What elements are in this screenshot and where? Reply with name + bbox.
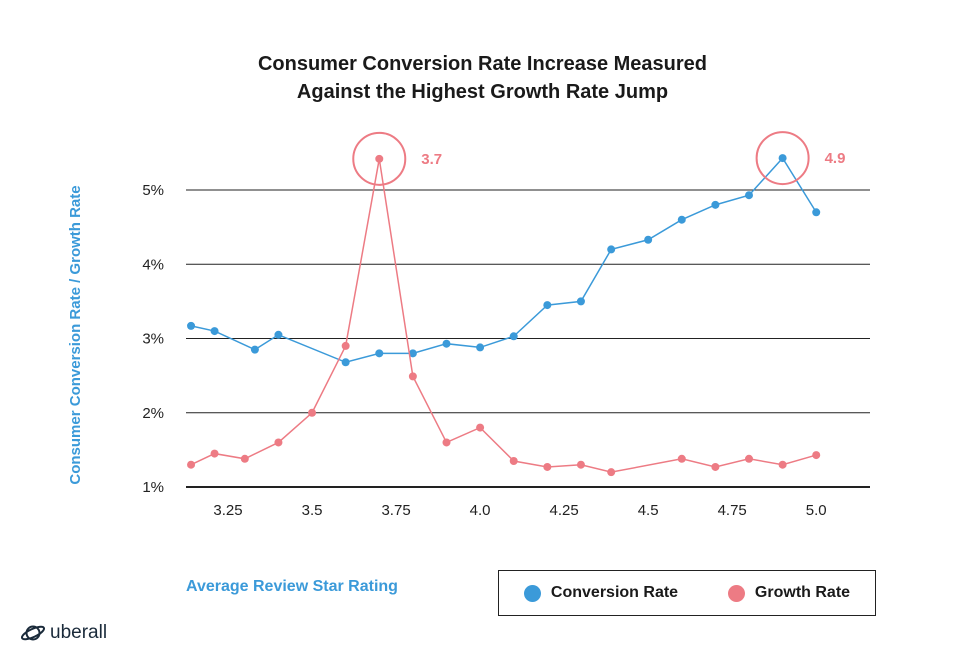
- data-point-growth-rate: [274, 438, 283, 447]
- brand-logo: uberall: [20, 622, 107, 644]
- data-point-conversion-rate: [408, 349, 417, 358]
- legend-item-conversion-rate: Conversion Rate: [523, 584, 679, 602]
- data-point-conversion-rate: [677, 215, 686, 224]
- data-point-conversion-rate: [711, 200, 720, 209]
- data-point-growth-rate: [210, 449, 219, 458]
- data-point-growth-rate: [711, 462, 720, 471]
- data-point-growth-rate: [576, 460, 585, 469]
- data-point-growth-rate: [187, 460, 196, 469]
- data-point-conversion-rate: [543, 301, 552, 310]
- brand-name: uberall: [50, 622, 108, 643]
- data-point-conversion-rate: [442, 339, 451, 348]
- legend: Conversion Rate Growth Rate: [498, 570, 876, 616]
- series-line-growth-rate: [190, 158, 817, 473]
- data-point-growth-rate: [442, 438, 451, 447]
- data-point-growth-rate: [341, 341, 350, 350]
- data-point-growth-rate: [240, 454, 249, 463]
- legend-label-conversion-rate: Conversion Rate: [550, 584, 679, 601]
- data-point-conversion-rate: [812, 208, 821, 217]
- data-point-conversion-rate: [375, 349, 384, 358]
- series-line-conversion-rate: [190, 156, 817, 364]
- x-tick-label: 4.75: [718, 502, 747, 519]
- data-point-growth-rate: [375, 154, 384, 163]
- data-point-conversion-rate: [644, 235, 653, 244]
- planet-icon: [20, 625, 46, 641]
- legend-item-growth-rate: Growth Rate: [727, 584, 851, 602]
- data-point-growth-rate: [812, 451, 821, 460]
- x-tick-label: 3.75: [381, 502, 410, 519]
- data-point-conversion-rate: [607, 245, 616, 254]
- data-point-growth-rate: [408, 372, 417, 381]
- y-tick-label: 5%: [142, 182, 164, 199]
- data-point-conversion-rate: [274, 330, 283, 339]
- legend-label-growth-rate: Growth Rate: [754, 584, 851, 601]
- x-tick-label: 3.5: [302, 502, 323, 519]
- data-point-conversion-rate: [744, 191, 753, 200]
- chart-title-line-2: Against the Highest Growth Rate Jump: [296, 81, 669, 103]
- x-axis-label: Average Review Star Rating: [186, 578, 398, 595]
- chart-title: Consumer Conversion Rate Increase Measur…: [0, 50, 955, 106]
- x-tick-label: 4.5: [638, 502, 659, 519]
- x-tick-label: 5.0: [806, 502, 827, 519]
- data-point-conversion-rate: [476, 343, 485, 352]
- y-axis-label: Consumer Conversion Rate / Growth Rate: [67, 185, 84, 485]
- y-tick-label: 4%: [142, 256, 164, 273]
- y-tick-label: 1%: [142, 479, 164, 496]
- data-point-growth-rate: [476, 423, 485, 432]
- data-point-growth-rate: [744, 454, 753, 463]
- x-tick-label: 3.25: [213, 502, 242, 519]
- data-point-growth-rate: [543, 462, 552, 471]
- data-point-conversion-rate: [509, 332, 518, 341]
- data-point-conversion-rate: [778, 154, 787, 163]
- y-tick-label: 3%: [142, 331, 164, 348]
- data-point-conversion-rate: [250, 345, 259, 354]
- annotation-label: 3.7: [421, 151, 442, 168]
- data-point-growth-rate: [778, 460, 787, 469]
- annotation-highlight-circle: [755, 131, 810, 186]
- legend-marker-growth-rate: [727, 584, 745, 602]
- data-point-growth-rate: [308, 408, 317, 417]
- data-point-growth-rate: [607, 468, 616, 477]
- x-tick-label: 4.0: [470, 502, 491, 519]
- annotation-label: 4.9: [825, 150, 846, 167]
- data-point-conversion-rate: [576, 297, 585, 306]
- data-point-growth-rate: [509, 457, 518, 466]
- annotation-highlight-circle: [352, 131, 407, 186]
- legend-marker-conversion-rate: [523, 584, 541, 602]
- data-point-conversion-rate: [187, 321, 196, 330]
- data-point-growth-rate: [677, 454, 686, 463]
- x-tick-label: 4.25: [550, 502, 579, 519]
- data-point-conversion-rate: [341, 358, 350, 367]
- y-tick-label: 2%: [142, 405, 164, 422]
- data-point-conversion-rate: [210, 327, 219, 336]
- chart-title-line-1: Consumer Conversion Rate Increase Measur…: [257, 53, 708, 75]
